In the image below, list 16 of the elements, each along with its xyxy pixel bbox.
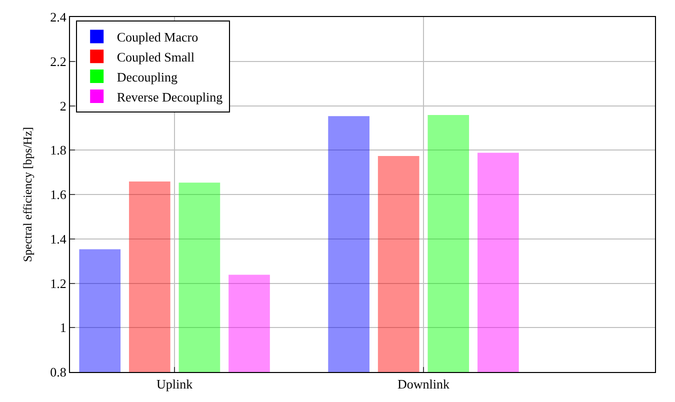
legend-label: Reverse Decoupling bbox=[116, 89, 224, 104]
legend-label: Coupled Small bbox=[116, 49, 195, 64]
y-tick-label: 2.4 bbox=[50, 10, 67, 25]
x-tick-label: Uplink bbox=[156, 376, 194, 392]
y-tick-label: 1.8 bbox=[50, 142, 66, 158]
legend-label: Coupled Macro bbox=[116, 30, 198, 45]
y-tick-label: 2 bbox=[60, 98, 66, 114]
y-tick-label: 1 bbox=[60, 320, 66, 336]
y-tick-label: 0.8 bbox=[50, 364, 66, 380]
y-tick-label: 1.6 bbox=[50, 187, 67, 202]
y-tick-label: 1.4 bbox=[50, 231, 67, 246]
x-tick-label: Downlink bbox=[397, 376, 450, 392]
legend-label: Decoupling bbox=[116, 69, 178, 84]
y-tick-label: 1.2 bbox=[50, 276, 66, 291]
y-axis-title: Spectral efficiency [bps/Hz] bbox=[20, 126, 34, 262]
y-tick-label: 2.2 bbox=[50, 54, 66, 69]
